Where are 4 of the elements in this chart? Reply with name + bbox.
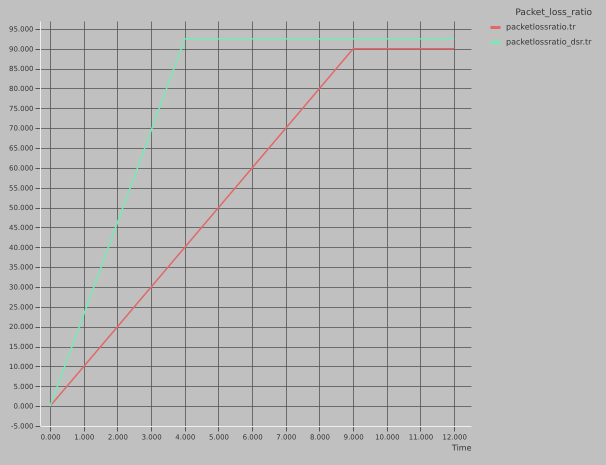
text: Packet_loss_ratio <box>515 8 592 18</box>
x-axis-title: Time <box>450 444 472 452</box>
legend-label: packetlossratio.tr <box>506 22 576 32</box>
legend-label: packetlossratio_dsr.tr <box>506 38 592 46</box>
